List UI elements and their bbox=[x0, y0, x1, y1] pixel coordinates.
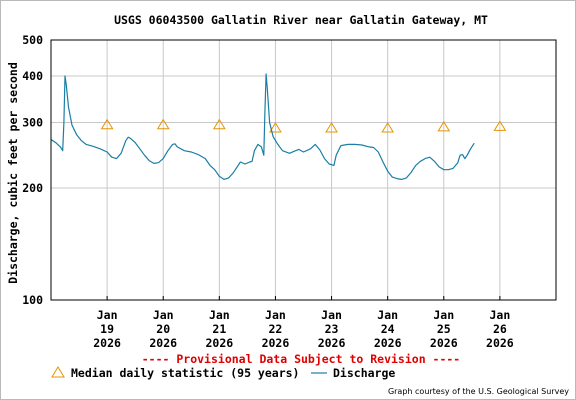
x-tick-day: 22 bbox=[269, 322, 283, 336]
x-tick-month: Jan bbox=[433, 308, 454, 322]
x-tick-year: 2026 bbox=[430, 336, 458, 350]
x-tick-month: Jan bbox=[489, 308, 510, 322]
y-tick-label: 100 bbox=[22, 293, 43, 307]
median-markers bbox=[100, 118, 507, 133]
x-tick-year: 2026 bbox=[262, 336, 290, 350]
median-marker bbox=[100, 118, 114, 130]
x-tick-year: 2026 bbox=[93, 336, 121, 350]
x-tick-year: 2026 bbox=[318, 336, 346, 350]
y-tick-label: 200 bbox=[22, 181, 43, 195]
x-tick-year: 2026 bbox=[149, 336, 177, 350]
plot-area-border bbox=[50, 39, 557, 301]
x-tick-day: 26 bbox=[493, 322, 507, 336]
y-tick-label: 500 bbox=[22, 33, 43, 47]
x-tick-year: 2026 bbox=[486, 336, 514, 350]
median-marker bbox=[381, 122, 395, 133]
legend-median-triangle-icon bbox=[51, 366, 65, 378]
x-tick-day: 24 bbox=[381, 322, 395, 336]
usgs-credit: Graph courtesy of the U.S. Geological Su… bbox=[388, 387, 569, 396]
y-tick-label: 300 bbox=[22, 116, 43, 130]
median-marker bbox=[156, 118, 170, 130]
discharge-line bbox=[50, 73, 475, 180]
x-tick-month: Jan bbox=[97, 308, 118, 322]
x-tick-month: Jan bbox=[209, 308, 230, 322]
median-marker bbox=[493, 120, 507, 131]
x-axis-ticks: Jan192026Jan202026Jan212026Jan222026Jan2… bbox=[93, 296, 514, 350]
grid-lines bbox=[51, 40, 556, 300]
x-tick-year: 2026 bbox=[374, 336, 402, 350]
discharge-series bbox=[50, 73, 475, 180]
median-marker bbox=[212, 118, 226, 130]
median-marker bbox=[325, 122, 338, 133]
chart-title: USGS 06043500 Gallatin River near Gallat… bbox=[114, 13, 488, 27]
x-tick-day: 21 bbox=[212, 322, 226, 336]
x-tick-month: Jan bbox=[321, 308, 342, 322]
y-axis-ticks: 500 400 300 200 100 bbox=[22, 33, 43, 307]
median-marker bbox=[269, 122, 282, 133]
legend-discharge-label: Discharge bbox=[333, 366, 395, 380]
median-marker bbox=[437, 120, 451, 132]
x-tick-month: Jan bbox=[153, 308, 174, 322]
x-tick-day: 20 bbox=[156, 322, 170, 336]
x-tick-year: 2026 bbox=[205, 336, 233, 350]
x-tick-day: 19 bbox=[100, 322, 114, 336]
x-tick-day: 25 bbox=[437, 322, 451, 336]
x-tick-month: Jan bbox=[377, 308, 398, 322]
legend-median-label: Median daily statistic (95 years) bbox=[71, 366, 299, 380]
x-tick-month: Jan bbox=[265, 308, 286, 322]
x-tick-day: 23 bbox=[325, 322, 339, 336]
y-axis-label: Discharge, cubic feet per second bbox=[6, 62, 20, 284]
provisional-notice: ---- Provisional Data Subject to Revisio… bbox=[142, 352, 461, 366]
y-tick-label: 400 bbox=[22, 69, 43, 83]
